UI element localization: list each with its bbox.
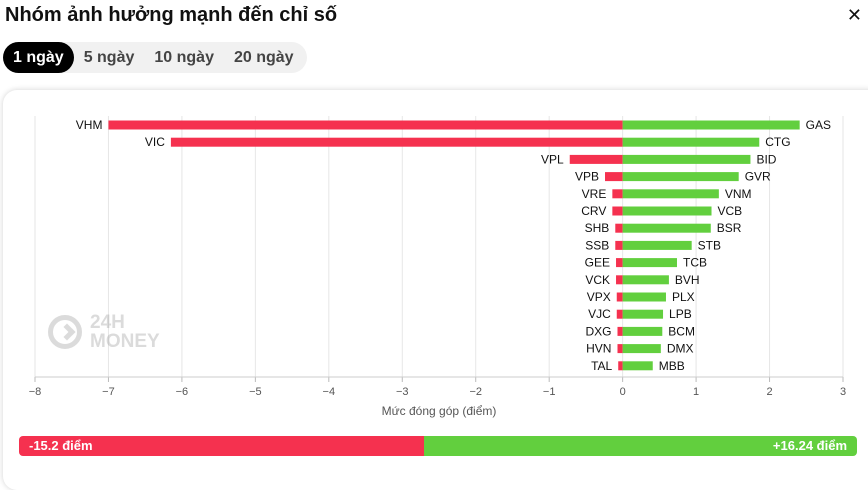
bar-negative-dxg [617, 326, 623, 336]
bar-label-plx: PLX [672, 290, 695, 304]
bar-label-dmx: DMX [667, 342, 694, 356]
bar-label-vcb: VCB [718, 204, 743, 218]
x-tick-label: −5 [249, 386, 262, 398]
x-tick-label: 2 [766, 386, 772, 398]
x-axis-title: Mức đóng góp (điểm) [382, 404, 497, 418]
bar-label-vpb: VPB [575, 170, 599, 184]
bar-label-stb: STB [698, 238, 721, 252]
tab-5-ngay[interactable]: 5 ngày [83, 49, 135, 66]
summary-positive-label: +16.24 điểm [772, 438, 847, 453]
panel-header: Nhóm ảnh hưởng mạnh đến chỉ số ✕ [0, 0, 868, 34]
bar-label-vnm: VNM [725, 187, 752, 201]
bar-negative-vhm [108, 120, 623, 130]
x-tick-label: 1 [693, 386, 699, 398]
bar-positive-bcm [622, 326, 663, 336]
bar-positive-bsr [622, 223, 711, 233]
summary-bar: -15.2 điểm +16.24 điểm [19, 436, 857, 456]
bar-positive-bvh [622, 275, 669, 285]
bar-label-mbb: MBB [659, 359, 685, 373]
bar-label-ctg: CTG [765, 135, 790, 149]
bar-negative-ssb [615, 240, 623, 250]
bar-negative-vjc [616, 309, 623, 319]
bar-label-bcm: BCM [668, 324, 695, 338]
tab-20-ngay[interactable]: 20 ngày [233, 49, 294, 66]
bar-positive-dmx [622, 344, 661, 354]
bar-label-crv: CRV [581, 204, 606, 218]
bar-positive-mbb [622, 361, 653, 371]
bar-label-hvn: HVN [586, 342, 611, 356]
bar-positive-lpb [622, 309, 664, 319]
logo-icon [48, 315, 82, 349]
bar-positive-stb [622, 240, 692, 250]
x-tick-label: 3 [840, 386, 846, 398]
bar-label-vck: VCK [585, 273, 610, 287]
x-tick-label: −4 [323, 386, 336, 398]
watermark-line-2: MONEY [90, 331, 160, 352]
bar-negative-vic [170, 137, 623, 147]
bar-positive-vcb [622, 206, 712, 216]
bar-negative-gee [616, 258, 623, 268]
bar-label-vjc: VJC [588, 307, 611, 321]
bar-label-gee: GEE [585, 256, 610, 270]
tab-1-ngay[interactable]: 1 ngày [3, 42, 74, 73]
bar-label-bvh: BVH [675, 273, 700, 287]
x-tick-label: −8 [29, 386, 42, 398]
bar-negative-vpb [605, 172, 623, 182]
bar-label-gvr: GVR [745, 170, 771, 184]
bar-negative-vpx [616, 292, 623, 302]
bar-negative-tal [618, 361, 623, 371]
bar-negative-vpl [569, 154, 623, 164]
close-icon[interactable]: ✕ [846, 5, 862, 25]
bar-label-gas: GAS [806, 118, 831, 132]
x-tick-label: −1 [543, 386, 556, 398]
bar-negative-crv [612, 206, 623, 216]
bar-positive-bid [622, 154, 751, 164]
bar-label-shb: SHB [585, 221, 610, 235]
bar-negative-vck [616, 275, 623, 285]
impact-bar-chart: −8 −7 −6 −5 −4 −3 −2 −1 0 1 2 3 Mức đóng góp (điểm) V… [29, 116, 846, 418]
bar-label-vre: VRE [582, 187, 607, 201]
bar-label-ssb: SSB [585, 238, 609, 252]
tab-10-ngay[interactable]: 10 ngày [154, 49, 214, 66]
bar-label-vpl: VPL [541, 152, 564, 166]
bar-positive-vnm [622, 189, 719, 199]
x-tick-label: −6 [176, 386, 189, 398]
bar-label-lpb: LPB [669, 307, 692, 321]
summary-positive: +16.24 điểm [424, 436, 857, 456]
bar-label-bid: BID [756, 152, 776, 166]
x-tick-label: −3 [396, 386, 409, 398]
bar-label-bsr: BSR [717, 221, 742, 235]
bar-negative-vre [612, 189, 623, 199]
period-tabs: 1 ngày 5 ngày 10 ngày 20 ngày [3, 42, 307, 73]
x-tick-label: −2 [469, 386, 482, 398]
bar-positive-plx [622, 292, 666, 302]
bar-positive-tcb [622, 258, 677, 268]
bar-negative-hvn [617, 344, 623, 354]
bar-negative-shb [615, 223, 623, 233]
bar-positive-gvr [622, 172, 739, 182]
x-tick-label: 0 [620, 386, 626, 398]
panel-title: Nhóm ảnh hưởng mạnh đến chỉ số [5, 4, 338, 26]
bar-label-vhm: VHM [76, 118, 103, 132]
bar-label-dxg: DXG [585, 324, 611, 338]
watermark-line-1: 24H [90, 312, 125, 333]
bar-label-vpx: VPX [587, 290, 611, 304]
bar-positive-ctg [622, 137, 760, 147]
watermark-logo: 24H MONEY [48, 313, 160, 351]
bar-label-vic: VIC [145, 135, 165, 149]
bar-label-tal: TAL [591, 359, 612, 373]
summary-negative-label: -15.2 điểm [29, 438, 93, 453]
x-tick-label: −7 [102, 386, 115, 398]
bar-positive-gas [622, 120, 800, 130]
summary-negative: -15.2 điểm [19, 436, 425, 456]
bar-label-tcb: TCB [683, 256, 707, 270]
